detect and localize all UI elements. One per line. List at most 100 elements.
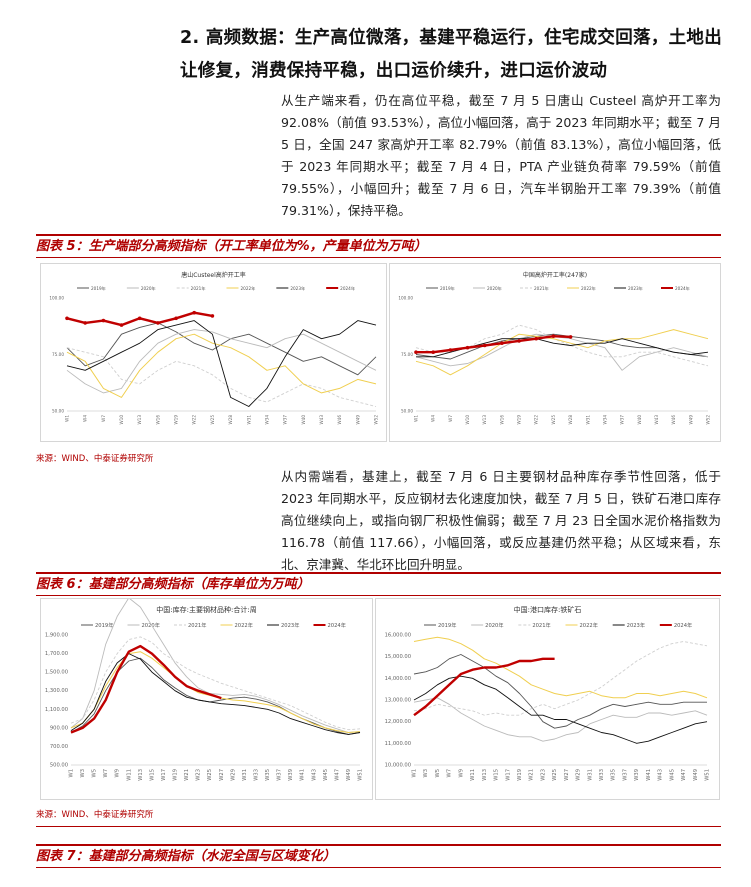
series-line-2020: [66, 329, 377, 394]
series-point-2024: [210, 314, 215, 318]
x-tick-label: W29: [230, 769, 236, 781]
series-line-2023: [413, 675, 708, 744]
iron-ore-chart-panel: 中国:港口库存:铁矿石 2019年 2020年 2021年 2022年 2023年 2024…: [375, 598, 720, 800]
x-tick-label: W11: [470, 769, 476, 781]
x-tick-label: W28: [568, 415, 573, 425]
series-point-2024: [414, 350, 418, 354]
x-tick-label: W34: [602, 415, 607, 425]
x-tick-label: W10: [119, 415, 124, 425]
series-point-2024: [119, 323, 124, 327]
series-line-2022: [415, 329, 709, 376]
legend-label: 2023年: [627, 621, 645, 629]
legend-label: 2019年: [438, 621, 456, 629]
x-tick-label: W5: [92, 769, 98, 777]
x-tick-label: W25: [207, 769, 213, 781]
x-tick-label: W45: [323, 769, 329, 781]
x-tick-label: W10: [465, 415, 470, 425]
legend-label: 2019年: [440, 285, 455, 292]
series-line-2019: [66, 322, 377, 376]
x-tick-label: W51: [358, 769, 364, 781]
y-tick-label: 50.00: [52, 409, 64, 414]
series-point-2024: [482, 343, 487, 348]
series-point-2024: [83, 321, 87, 325]
production-paragraph: 从生产端来看，仍在高位平稳，截至 7 月 5 日唐山 Custeel 高炉开工率…: [281, 93, 721, 218]
y-tick-label: 12,000.00: [385, 719, 411, 725]
y-tick-label: 13,000.00: [385, 698, 411, 704]
series-point-2024: [137, 316, 142, 321]
series-line-2022: [70, 651, 361, 733]
x-tick-label: W35: [265, 769, 271, 781]
x-tick-label: W5: [435, 769, 441, 777]
series-point-2024: [65, 316, 69, 321]
y-tick-label: 15,000.00: [385, 654, 411, 660]
iron-ore-port-inventory-chart: 中国:港口库存:铁矿石 2019年 2020年 2021年 2022年 2023年 2024…: [385, 605, 711, 781]
x-tick-label: W35: [611, 769, 617, 781]
series-line-2019: [413, 654, 707, 729]
series-line-2021: [415, 324, 709, 367]
legend-label: 2022年: [235, 621, 253, 629]
x-tick-label: W13: [138, 769, 144, 781]
legend-label: 2020年: [142, 621, 160, 629]
x-tick-label: W1: [414, 415, 419, 422]
x-tick-label: W52: [706, 415, 711, 425]
tangshan-chart-panel: 唐山Custeel高炉开工率 2019年 2020年 2021年 2022年 2023年 2…: [40, 263, 387, 442]
x-tick-label: W13: [137, 415, 142, 425]
x-tick-label: W29: [576, 769, 582, 781]
legend-label: 2020年: [487, 285, 502, 292]
series-point-2024: [156, 321, 160, 325]
y-tick-label: 75.00: [401, 352, 413, 357]
x-tick-label: W21: [529, 769, 535, 781]
figure-6-title: 图表 6：基建部分高频指标（库存单位为万吨）: [36, 572, 721, 596]
series-line-2024: [416, 334, 571, 354]
legend-label: 2023年: [281, 621, 299, 629]
series-line-2023: [66, 320, 377, 407]
x-tick-label: W49: [688, 415, 693, 425]
y-tick-label: 1,100.00: [45, 707, 68, 713]
x-tick-label: W17: [161, 769, 167, 781]
x-tick-label: W33: [599, 769, 605, 781]
series-line-2020: [413, 697, 708, 742]
series-point-2024: [174, 316, 178, 321]
x-tick-label: W49: [346, 769, 352, 781]
legend-label: 2022年: [581, 285, 596, 292]
x-tick-label: W45: [669, 769, 675, 781]
legend-label: 2020年: [141, 285, 156, 292]
steel-inventory-chart-panel: 中国:库存:主要钢材品种:合计:周 2019年 2020年 2021年 2022年 202…: [40, 598, 373, 800]
demand-paragraph: 从内需端看，基建上，截至 7 月 6 日主要钢材品种库存季节性回落，低于 202…: [281, 469, 721, 572]
y-tick-label: 10,000.00: [385, 763, 411, 769]
x-tick-label: W3: [80, 769, 86, 777]
series-point-2024: [551, 334, 556, 338]
x-tick-label: W13: [482, 769, 488, 781]
legend-label: 2022年: [241, 285, 256, 292]
x-tick-label: W27: [219, 769, 225, 781]
y-tick-label: 75.00: [52, 352, 64, 357]
x-tick-label: W9: [458, 769, 464, 777]
x-tick-label: W16: [155, 415, 160, 425]
x-tick-label: W51: [705, 769, 711, 781]
x-tick-label: W28: [228, 415, 233, 425]
y-tick-label: 1,300.00: [45, 688, 68, 694]
x-tick-label: W1: [69, 769, 75, 777]
x-tick-label: W43: [658, 769, 664, 781]
x-tick-label: W23: [540, 769, 546, 781]
x-tick-label: W23: [196, 769, 202, 781]
x-tick-label: W22: [534, 415, 539, 425]
legend-label: 2019年: [95, 621, 113, 629]
series-line-2021: [70, 636, 361, 731]
x-tick-label: W17: [505, 769, 511, 781]
x-tick-label: W37: [622, 769, 628, 781]
series-point-2024: [465, 345, 470, 350]
series-point-2024: [500, 341, 504, 345]
legend-label: 2021年: [191, 285, 206, 292]
x-tick-label: W22: [192, 415, 197, 425]
x-tick-label: W31: [585, 415, 590, 425]
x-tick-label: W7: [101, 415, 106, 422]
chart-title: 中国高炉开工率(247家): [523, 271, 587, 279]
x-tick-label: W3: [423, 769, 429, 777]
y-tick-label: 1,700.00: [45, 651, 68, 657]
chart-title: 中国:港口库存:铁矿石: [514, 605, 582, 614]
y-tick-label: 16,000.00: [385, 633, 411, 639]
x-tick-label: W49: [693, 769, 699, 781]
x-tick-label: W41: [646, 769, 652, 781]
x-tick-label: W31: [242, 769, 248, 781]
